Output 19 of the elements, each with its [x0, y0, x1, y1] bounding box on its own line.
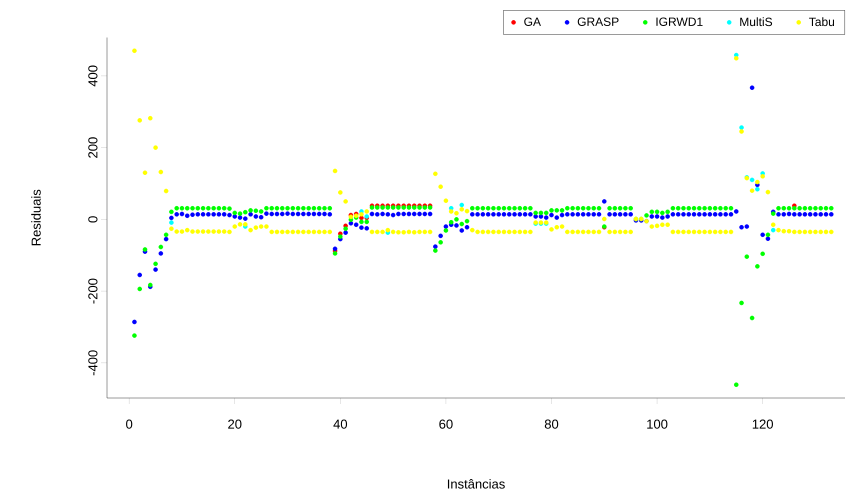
y-tick-label: -200 — [88, 278, 98, 304]
y-tick-label: -400 — [88, 350, 98, 376]
y-axis-title: Residuais — [31, 190, 41, 246]
y-tick-label: 200 — [88, 137, 98, 158]
legend-label: Tabu — [809, 17, 834, 26]
x-tick-label: 0 — [126, 420, 132, 429]
x-tick-label: 60 — [439, 420, 453, 429]
y-tick-label: 0 — [88, 216, 98, 222]
legend-label: GRASP — [578, 17, 619, 26]
legend-label: IGRWD1 — [656, 17, 703, 26]
x-tick-label: 40 — [333, 420, 348, 429]
x-tick-label: 80 — [544, 420, 558, 429]
x-tick-label: 20 — [228, 420, 242, 429]
y-tick-label: 400 — [88, 66, 98, 86]
legend-label: GA — [524, 17, 541, 26]
x-axis-title: Instâncias — [448, 479, 505, 489]
x-tick-label: 120 — [752, 420, 773, 429]
legend-label: MultiS — [740, 17, 772, 26]
x-tick-label: 100 — [647, 420, 668, 429]
